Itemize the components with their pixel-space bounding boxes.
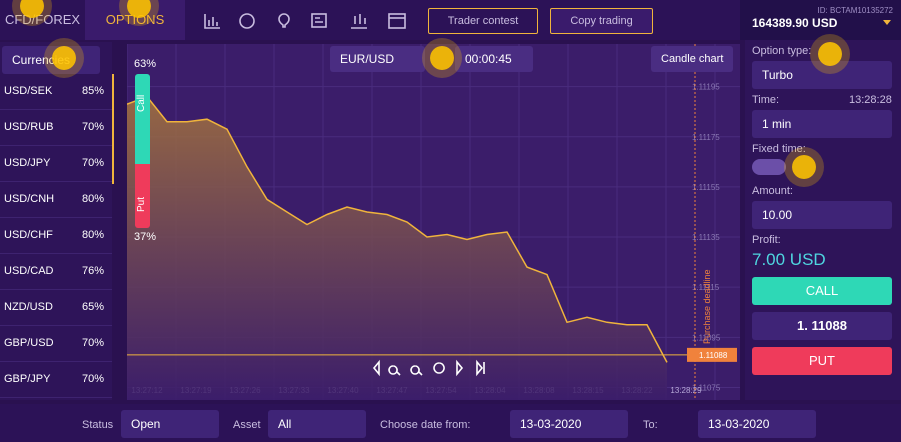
touch xyxy=(52,46,76,70)
payout: 70% xyxy=(81,373,104,385)
zoom-icon[interactable] xyxy=(476,359,485,377)
account-id: ID: BCTAM10135272 xyxy=(817,6,893,15)
asset-name: USD/CAD xyxy=(4,265,54,277)
zoom-icon[interactable] xyxy=(372,359,380,377)
asset-row[interactable]: GBP/JPY 70% xyxy=(0,362,112,398)
scroll xyxy=(112,74,114,184)
zoom-controls xyxy=(372,359,485,377)
zoom-icon[interactable] xyxy=(433,362,445,374)
put-label: Put xyxy=(136,196,147,212)
label: Asset xyxy=(233,419,261,431)
put-pct: 37% xyxy=(134,231,157,243)
touch xyxy=(127,0,151,18)
call-pct: 63% xyxy=(134,58,157,70)
toolbar-icons xyxy=(204,13,406,29)
asset-row[interactable]: USD/CNH 80% xyxy=(0,182,112,218)
asset-row[interactable]: USD/RUB 70% xyxy=(0,110,112,146)
amount[interactable]: 10.00 xyxy=(752,201,892,229)
asset-row[interactable]: NZD/USD 65% xyxy=(0,290,112,326)
payout: 70% xyxy=(81,157,104,169)
symbol[interactable]: EUR/USD xyxy=(330,46,425,72)
asset-row[interactable]: USD/CAD 76% xyxy=(0,254,112,290)
date-to[interactable]: 13-03-2020 xyxy=(698,410,816,438)
y-tick-label: 1.11175 xyxy=(692,133,720,142)
x-tick-label: 13:28:29 xyxy=(670,386,702,395)
call-label: Call xyxy=(136,94,147,112)
payout: 80% xyxy=(81,229,104,241)
label: Fixed time: xyxy=(752,143,806,155)
sidebar xyxy=(0,42,112,400)
y-tick-label: 1.11075 xyxy=(692,383,721,392)
deadline-label: Purchase deadline xyxy=(702,269,712,344)
payout: 85% xyxy=(81,85,104,97)
label: To: xyxy=(643,419,658,431)
area xyxy=(127,96,667,400)
balance-box xyxy=(740,0,901,40)
zoom-icon[interactable] xyxy=(456,359,464,377)
payout: 80% xyxy=(81,193,104,205)
timer: 00:00:45 xyxy=(455,46,533,72)
asset-row[interactable]: USD/JPY 70% xyxy=(0,146,112,182)
filter[interactable]: Currencies xyxy=(2,46,100,74)
asset-name: USD/RUB xyxy=(4,121,54,133)
button[interactable]: Trader contest xyxy=(428,8,538,34)
touch xyxy=(792,155,816,179)
asset-name: USD/SEK xyxy=(4,85,53,97)
asset-row[interactable]: USD/CHF 80% xyxy=(0,218,112,254)
asset-name: GBP/USD xyxy=(4,337,54,349)
touch xyxy=(818,42,842,66)
asset-name: GBP/JPY xyxy=(4,373,51,385)
label: Choose date from: xyxy=(380,419,471,431)
payout: 70% xyxy=(81,121,104,133)
call-button[interactable]: CALL xyxy=(752,277,892,305)
asset-name: USD/CNH xyxy=(4,193,55,205)
price-tag xyxy=(687,347,737,362)
chart-type[interactable]: Candle chart xyxy=(651,46,733,72)
zoom-icon[interactable] xyxy=(410,365,423,376)
y-tick-label: 1.11115 xyxy=(692,283,720,292)
y-tick-label: 1.11155 xyxy=(692,183,720,192)
label: Profit: xyxy=(752,234,781,246)
payout: 65% xyxy=(81,301,104,313)
payout: 70% xyxy=(81,337,104,349)
toggle[interactable] xyxy=(752,159,786,175)
price: 1. 11088 xyxy=(752,312,892,340)
y-tick-label: 1.11095 xyxy=(692,333,721,342)
label: Status xyxy=(82,419,114,431)
price-line xyxy=(127,95,668,363)
balance: 164389.90 USD xyxy=(752,16,838,30)
call-bar xyxy=(135,74,150,164)
duration[interactable]: 1 min xyxy=(752,110,892,138)
asset-name: NZD/USD xyxy=(4,301,53,313)
asset-row[interactable]: USD/SEK 85% xyxy=(0,74,112,110)
option-type[interactable]: Turbo xyxy=(752,61,892,89)
touch xyxy=(20,0,44,18)
asset-name: USD/CHF xyxy=(4,229,53,241)
caret xyxy=(883,20,891,25)
profit: 7.00 USD xyxy=(752,250,826,269)
date-from[interactable]: 13-03-2020 xyxy=(510,410,628,438)
status[interactable]: Open xyxy=(121,410,219,438)
asset[interactable]: All xyxy=(268,410,366,438)
price-label: 1.11088 xyxy=(699,351,728,360)
y-tick-label: 1.11195 xyxy=(692,83,720,92)
label: Amount: xyxy=(752,185,793,197)
tab[interactable]: CFD/FOREX xyxy=(4,12,81,27)
put-bar xyxy=(135,164,150,228)
zoom-icon[interactable] xyxy=(388,365,401,376)
label: Option type: xyxy=(752,45,812,57)
button[interactable]: Copy trading xyxy=(550,8,653,34)
payout: 76% xyxy=(81,265,104,277)
label: Time: xyxy=(752,94,780,106)
asset-name: USD/JPY xyxy=(4,157,51,169)
asset-row[interactable]: GBP/USD 70% xyxy=(0,326,112,362)
time: 13:28:28 xyxy=(849,94,892,106)
y-tick-label: 1.11135 xyxy=(692,233,720,242)
put-button[interactable]: PUT xyxy=(752,347,892,375)
touch xyxy=(430,46,454,70)
chart: 1.11195 1.11175 1.11155 1.11135 1.11115 1.110… xyxy=(127,44,740,400)
